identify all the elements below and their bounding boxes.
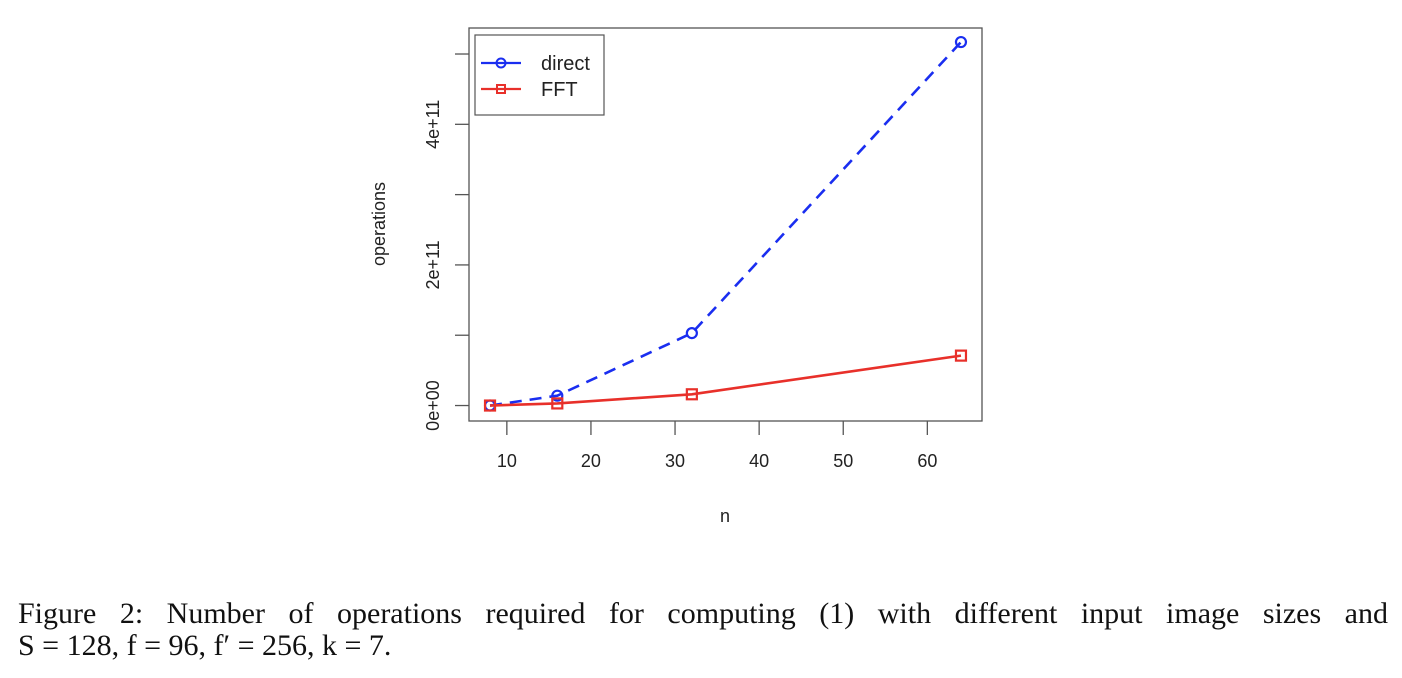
x-tick-label: 60 (917, 451, 937, 471)
figure-caption: Figure 2: Number of operations required … (18, 598, 1388, 662)
legend-marker-fft (496, 84, 506, 94)
series-line-fft (489, 354, 962, 407)
legend: direct FFT (474, 34, 605, 116)
legend-box (474, 34, 605, 116)
y-tick-label: 0e+00 (423, 380, 443, 431)
x-axis-label: n (720, 506, 730, 526)
x-tick-label: 50 (833, 451, 853, 471)
data-point-direct (954, 35, 968, 49)
x-axis: 10 20 30 40 50 60 (497, 421, 937, 471)
data-point-fft (685, 388, 698, 401)
legend-label-direct: direct (541, 53, 590, 75)
series-group (483, 35, 968, 412)
y-axis-label: operations (369, 182, 389, 266)
y-tick-label: 4e+11 (423, 100, 443, 149)
y-tick-label: 2e+11 (423, 240, 443, 289)
data-point-fft (954, 349, 968, 362)
caption-line-2: S = 128, f = 96, f′ = 256, k = 7. (18, 629, 392, 662)
y-axis: 0e+00 2e+11 4e+11 (423, 53, 469, 431)
data-point-direct (551, 389, 564, 402)
x-tick-label: 20 (581, 451, 601, 471)
caption-line-1: Figure 2: Number of operations required … (18, 597, 1388, 630)
legend-label-fft: FFT (541, 79, 578, 101)
data-point-fft (483, 399, 497, 412)
data-point-direct (685, 327, 698, 340)
data-point-fft (551, 397, 564, 410)
x-tick-label: 10 (497, 451, 517, 471)
plot-frame (468, 27, 983, 422)
x-tick-label: 40 (749, 451, 769, 471)
series-line-direct (489, 41, 962, 407)
chart: 10 20 30 40 50 60 0e+00 2e+11 4e+11 n operation… (369, 27, 983, 526)
legend-marker-direct (495, 57, 507, 69)
x-tick-label: 30 (665, 451, 685, 471)
